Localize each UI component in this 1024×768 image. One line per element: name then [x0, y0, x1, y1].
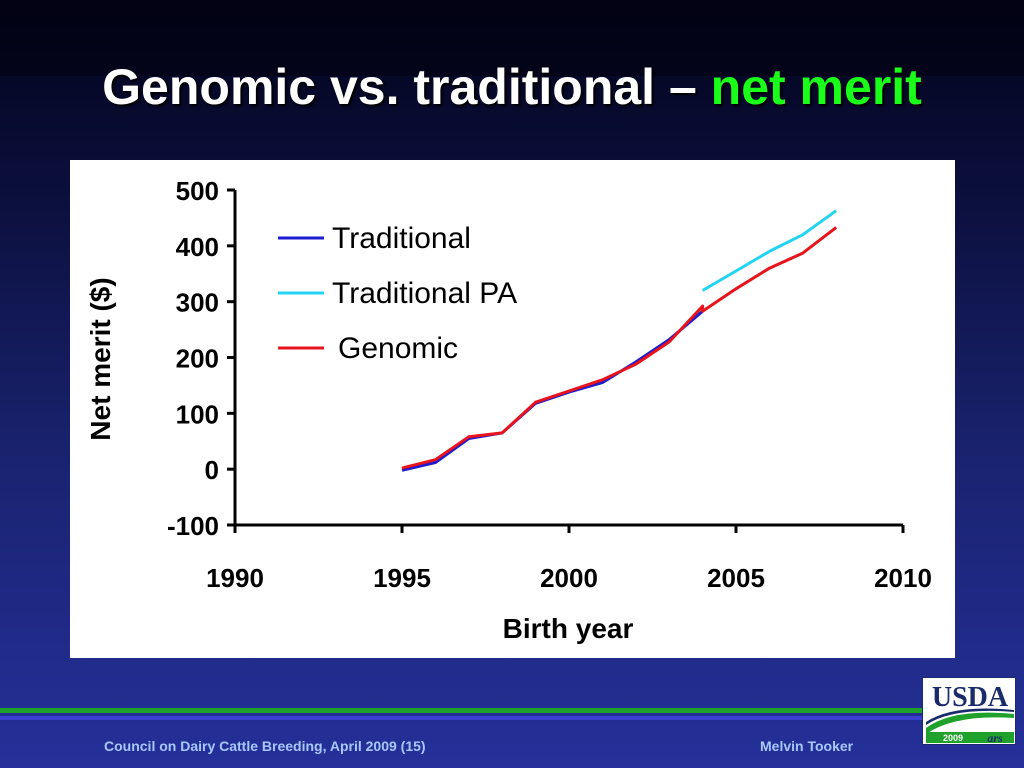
axes: 500 400 300 200 100 0 -100 1990 1995 2000 2005 2010 — [167, 176, 932, 593]
legend: Traditional Traditional PA Genomic — [278, 222, 517, 365]
y-axis-label: Net merit ($) — [85, 277, 116, 440]
x-tick-label: 2000 — [540, 563, 598, 593]
net-merit-chart: 500 400 300 200 100 0 -100 1990 1995 2000 2005 2010… — [85, 176, 932, 644]
series-lines — [401, 209, 838, 472]
y-tick-label: 200 — [176, 344, 219, 374]
x-axis-label: Birth year — [503, 613, 634, 644]
slide-title-main: Genomic vs. traditional – — [102, 59, 711, 115]
legend-label: Genomic — [338, 332, 458, 365]
y-tick-label: -100 — [167, 511, 219, 541]
ars-mark-icon: ars — [987, 731, 1003, 745]
slide-title-highlight: net merit — [710, 59, 922, 115]
title-band — [0, 0, 1024, 76]
footer-rule-blue — [0, 716, 922, 720]
y-tick-label: 0 — [205, 455, 219, 485]
footer-rule-green — [0, 708, 922, 713]
footer-author: Melvin Tooker — [760, 738, 854, 754]
chart-panel: 500 400 300 200 100 0 -100 1990 1995 2000 2005 2010… — [70, 160, 955, 658]
y-tick-label: 500 — [176, 176, 219, 206]
slide-title: Genomic vs. traditional – net merit — [0, 58, 1024, 116]
series-line-3 — [401, 226, 838, 470]
footer-event: Council on Dairy Cattle Breeding, April … — [104, 738, 426, 754]
usda-ars-logo-icon: USDA 2009 ars — [926, 682, 1014, 745]
usda-logo-year: 2009 — [943, 733, 963, 743]
series-line-2 — [701, 209, 838, 292]
y-tick-label: 300 — [176, 288, 219, 318]
x-tick-label: 1990 — [206, 563, 264, 593]
usda-logo-text: USDA — [932, 682, 1009, 713]
legend-label: Traditional PA — [332, 277, 517, 310]
x-tick-label: 1995 — [373, 563, 431, 593]
y-tick-label: 400 — [176, 232, 219, 262]
y-tick-label: 100 — [176, 399, 219, 429]
usda-logo: USDA 2009 ars — [922, 677, 1016, 745]
x-tick-label: 2005 — [707, 563, 765, 593]
legend-label: Traditional — [332, 222, 471, 255]
x-tick-label: 2010 — [874, 563, 932, 593]
